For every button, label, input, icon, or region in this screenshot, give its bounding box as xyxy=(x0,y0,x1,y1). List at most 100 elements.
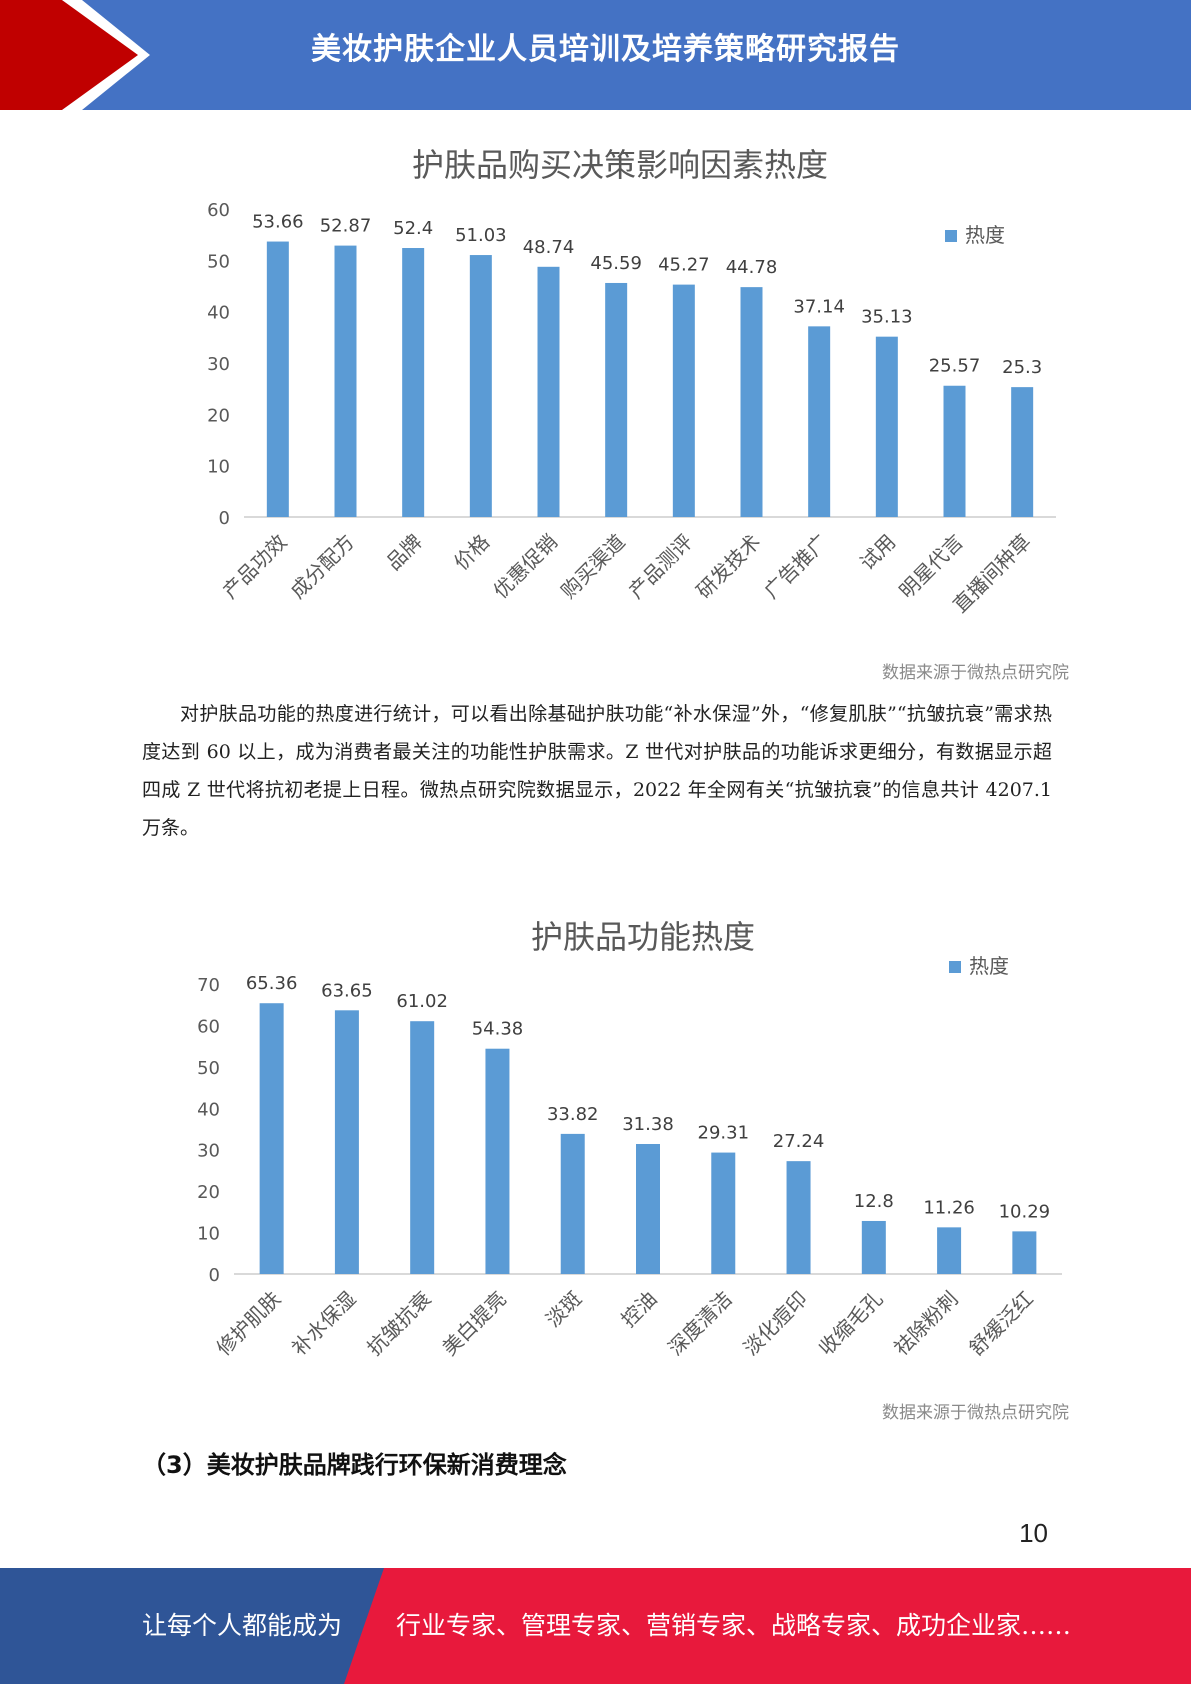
y-tick-label: 30 xyxy=(197,1141,220,1162)
header-arrow-decoration xyxy=(0,0,150,110)
page-header: 美妆护肤企业人员培训及培养策略研究报告 xyxy=(0,0,1191,110)
bar xyxy=(266,241,289,517)
bar xyxy=(402,248,425,517)
category-label: 深度清洁 xyxy=(663,1287,737,1361)
y-tick-label: 60 xyxy=(197,1016,220,1037)
data-label: 10.29 xyxy=(999,1201,1051,1222)
y-tick-label: 10 xyxy=(197,1224,220,1245)
category-label: 修护肌肤 xyxy=(212,1287,286,1361)
y-tick-label: 40 xyxy=(197,1099,220,1120)
data-label: 48.74 xyxy=(523,237,575,258)
category-label: 控油 xyxy=(616,1287,661,1332)
data-label: 27.24 xyxy=(773,1131,825,1152)
report-title: 美妆护肤企业人员培训及培养策略研究报告 xyxy=(311,32,900,67)
bar xyxy=(1011,387,1034,517)
data-label: 63.65 xyxy=(321,980,373,1001)
bar xyxy=(711,1152,736,1274)
data-label: 52.4 xyxy=(393,218,433,239)
bar xyxy=(560,1133,585,1274)
data-label: 31.38 xyxy=(622,1114,674,1135)
data-label: 35.13 xyxy=(861,307,913,328)
bar xyxy=(1012,1231,1037,1274)
chart-function-heat: 护肤品功能热度 0 10 20 30 40 50 60 70 65.36 修护肌肤 63.65 补水保湿… xyxy=(0,900,1191,1380)
category-label: 收缩毛孔 xyxy=(814,1287,888,1361)
chart-function-heat-svg: 护肤品功能热度 0 10 20 30 40 50 60 70 65.36 修护肌肤 63.65 补水保湿… xyxy=(197,918,1062,1361)
data-label: 12.8 xyxy=(854,1191,894,1212)
section-heading: （3）美妆护肤品牌践行环保新消费理念 xyxy=(142,1451,567,1479)
data-label: 33.82 xyxy=(547,1104,599,1125)
data-label: 52.87 xyxy=(320,216,372,237)
chart-purchase-factors-source: 数据来源于微热点研究院 xyxy=(882,663,1069,683)
chart-function-heat-source: 数据来源于微热点研究院 xyxy=(882,1403,1069,1423)
data-label: 45.27 xyxy=(658,255,710,276)
category-label: 品牌 xyxy=(381,530,426,575)
bar xyxy=(485,1048,510,1274)
category-label: 淡化痘印 xyxy=(739,1287,813,1361)
category-label: 广告推广 xyxy=(759,530,833,604)
category-label: 试用 xyxy=(855,530,900,575)
body-paragraph: 对护肤品功能的热度进行统计，可以看出除基础护肤功能“补水保湿”外，“修复肌肤”“… xyxy=(142,703,1052,839)
legend-swatch xyxy=(949,961,961,973)
legend-swatch xyxy=(945,230,957,242)
chart-purchase-factors: 护肤品购买决策影响因素热度 0 10 20 30 40 50 60 53.66 产品功效 52.87… xyxy=(0,120,1191,620)
y-tick-label: 0 xyxy=(209,1265,220,1286)
category-label: 抗皱抗衰 xyxy=(362,1287,436,1361)
footer-background xyxy=(0,1568,1191,1684)
bar xyxy=(943,385,966,517)
bar xyxy=(808,326,831,517)
legend-label: 热度 xyxy=(965,223,1005,247)
bar xyxy=(410,1021,435,1274)
data-label: 61.02 xyxy=(396,991,448,1012)
data-label: 11.26 xyxy=(923,1197,975,1218)
category-label: 购买渠道 xyxy=(556,530,630,604)
data-label: 29.31 xyxy=(698,1123,750,1144)
data-label: 25.57 xyxy=(929,356,981,377)
footer-slogan-left: 让每个人都能成为 xyxy=(142,1611,343,1640)
data-label: 44.78 xyxy=(726,257,778,278)
chart-title: 护肤品功能热度 xyxy=(531,918,755,956)
y-tick-label: 50 xyxy=(207,251,230,272)
page-footer: 让每个人都能成为 行业专家、管理专家、营销专家、战略专家、成功企业家…… xyxy=(0,1568,1191,1684)
bar xyxy=(937,1227,962,1274)
footer-slogan-right: 行业专家、管理专家、营销专家、战略专家、成功企业家…… xyxy=(396,1611,1072,1640)
bar xyxy=(334,1010,359,1274)
chart-title: 护肤品购买决策影响因素热度 xyxy=(412,146,828,184)
bar xyxy=(636,1143,660,1274)
y-tick-label: 20 xyxy=(197,1182,220,1203)
y-tick-label: 20 xyxy=(207,405,230,426)
bar xyxy=(469,255,492,517)
y-tick-label: 40 xyxy=(207,303,230,324)
category-label: 舒缓泛红 xyxy=(964,1287,1038,1361)
y-tick-label: 60 xyxy=(207,200,230,221)
category-label: 产品功效 xyxy=(218,530,292,604)
category-label: 研发技术 xyxy=(691,530,765,604)
bar xyxy=(875,336,898,517)
bar xyxy=(672,284,695,517)
bar xyxy=(861,1220,886,1274)
data-label: 65.36 xyxy=(246,973,298,994)
chart-purchase-factors-svg: 护肤品购买决策影响因素热度 0 10 20 30 40 50 60 53.66 产品功效 52.87… xyxy=(207,146,1056,617)
category-label: 补水保湿 xyxy=(287,1287,361,1361)
data-label: 51.03 xyxy=(455,225,507,246)
y-tick-label: 70 xyxy=(197,975,220,996)
bar xyxy=(537,266,560,517)
bar xyxy=(740,287,763,517)
data-label: 45.59 xyxy=(590,253,642,274)
category-label: 产品测评 xyxy=(624,530,698,604)
category-label: 美白提亮 xyxy=(437,1287,511,1361)
category-label: 优惠促销 xyxy=(488,530,562,604)
y-tick-label: 10 xyxy=(207,457,230,478)
category-label: 淡斑 xyxy=(541,1287,586,1332)
data-label: 37.14 xyxy=(793,296,845,317)
data-label: 53.66 xyxy=(252,212,304,233)
y-tick-label: 50 xyxy=(197,1058,220,1079)
bar xyxy=(259,1003,284,1274)
legend-label: 热度 xyxy=(969,954,1009,978)
category-label: 祛除粉刺 xyxy=(889,1287,963,1361)
bar xyxy=(605,282,628,517)
bar xyxy=(334,245,357,517)
category-label: 成分配方 xyxy=(285,530,359,604)
page-number: 10 xyxy=(1019,1518,1048,1548)
data-label: 25.3 xyxy=(1002,357,1042,378)
y-tick-label: 0 xyxy=(219,508,230,529)
